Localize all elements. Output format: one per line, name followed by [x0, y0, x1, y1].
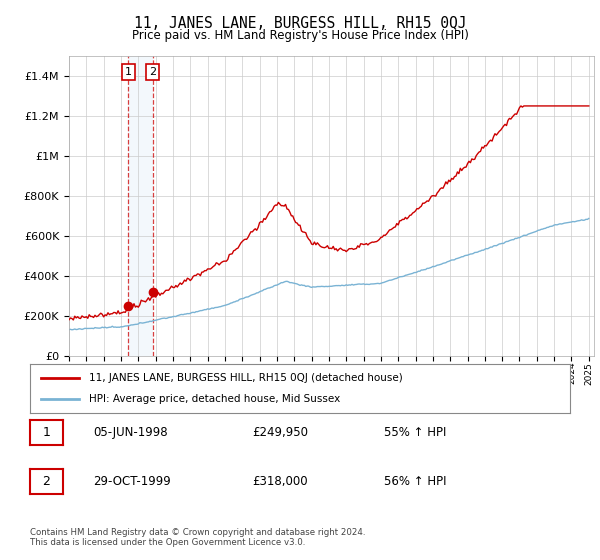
- Text: 11, JANES LANE, BURGESS HILL, RH15 0QJ: 11, JANES LANE, BURGESS HILL, RH15 0QJ: [134, 16, 466, 31]
- Text: £318,000: £318,000: [252, 475, 308, 488]
- Bar: [128, 56, 152, 356]
- Text: 56% ↑ HPI: 56% ↑ HPI: [384, 475, 446, 488]
- Text: £249,950: £249,950: [252, 426, 308, 439]
- Text: 1: 1: [43, 426, 50, 439]
- Text: 2: 2: [43, 475, 50, 488]
- Text: 11, JANES LANE, BURGESS HILL, RH15 0QJ (detached house): 11, JANES LANE, BURGESS HILL, RH15 0QJ (…: [89, 373, 403, 383]
- Text: 55% ↑ HPI: 55% ↑ HPI: [384, 426, 446, 439]
- Text: Price paid vs. HM Land Registry's House Price Index (HPI): Price paid vs. HM Land Registry's House …: [131, 29, 469, 42]
- Text: Contains HM Land Registry data © Crown copyright and database right 2024.
This d: Contains HM Land Registry data © Crown c…: [30, 528, 365, 547]
- Text: HPI: Average price, detached house, Mid Sussex: HPI: Average price, detached house, Mid …: [89, 394, 341, 404]
- Text: 1: 1: [125, 67, 132, 77]
- Text: 05-JUN-1998: 05-JUN-1998: [93, 426, 167, 439]
- Text: 29-OCT-1999: 29-OCT-1999: [93, 475, 171, 488]
- Text: 2: 2: [149, 67, 156, 77]
